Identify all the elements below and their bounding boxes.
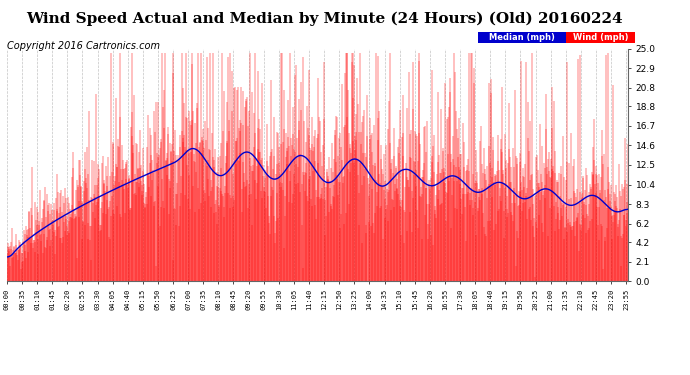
Text: Wind Speed Actual and Median by Minute (24 Hours) (Old) 20160224: Wind Speed Actual and Median by Minute (…: [26, 11, 622, 26]
Text: Wind (mph): Wind (mph): [573, 33, 628, 42]
Text: Copyright 2016 Cartronics.com: Copyright 2016 Cartronics.com: [7, 41, 160, 51]
Text: Median (mph): Median (mph): [489, 33, 555, 42]
